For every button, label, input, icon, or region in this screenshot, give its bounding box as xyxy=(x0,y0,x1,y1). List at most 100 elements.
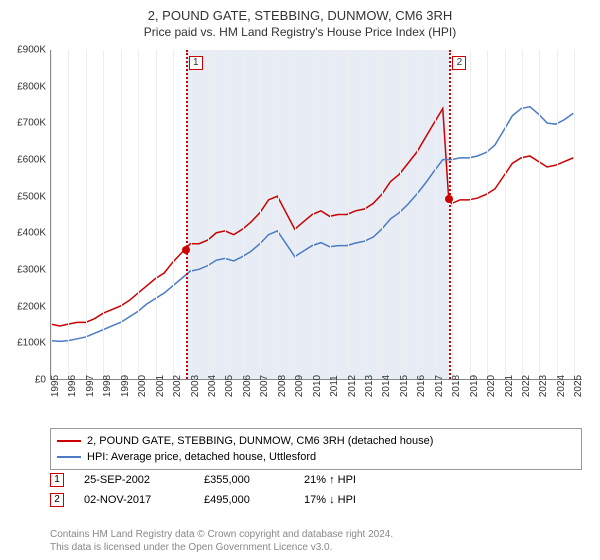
x-tick-label: 2016 xyxy=(416,375,427,397)
x-tick-label: 2023 xyxy=(538,375,549,397)
chart-container: 2, POUND GATE, STEBBING, DUNMOW, CM6 3RH… xyxy=(0,0,600,560)
grid-line xyxy=(330,50,331,379)
grid-line xyxy=(505,50,506,379)
x-tick-label: 2009 xyxy=(294,375,305,397)
x-tick-label: 1999 xyxy=(120,375,131,397)
x-tick-label: 2024 xyxy=(556,375,567,397)
x-tick-label: 2003 xyxy=(190,375,201,397)
y-tick-label: £300K xyxy=(17,265,46,276)
grid-line xyxy=(382,50,383,379)
event-row: 2 02-NOV-2017 £495,000 17% ↓ HPI xyxy=(50,490,582,510)
x-tick-label: 1996 xyxy=(67,375,78,397)
grid-line xyxy=(86,50,87,379)
x-tick-label: 2010 xyxy=(312,375,323,397)
x-tick-label: 2019 xyxy=(469,375,480,397)
y-tick-label: £100K xyxy=(17,338,46,349)
x-tick-label: 2007 xyxy=(259,375,270,397)
grid-line xyxy=(539,50,540,379)
event-marker-label: 2 xyxy=(452,56,466,70)
grid-line xyxy=(400,50,401,379)
x-tick-label: 2011 xyxy=(329,375,340,397)
grid-line xyxy=(51,50,52,379)
grid-line xyxy=(191,50,192,379)
x-tick-label: 2006 xyxy=(242,375,253,397)
x-axis: 1995199619971998199920002001200220032004… xyxy=(50,382,582,422)
grid-line xyxy=(574,50,575,379)
grid-line xyxy=(295,50,296,379)
grid-line xyxy=(348,50,349,379)
legend-item-hpi: HPI: Average price, detached house, Uttl… xyxy=(57,449,575,465)
events-table: 1 25-SEP-2002 £355,000 21% ↑ HPI 2 02-NOV-201… xyxy=(50,470,582,510)
grid-line xyxy=(173,50,174,379)
chart-title: 2, POUND GATE, STEBBING, DUNMOW, CM6 3RH xyxy=(0,0,600,23)
y-tick-label: £200K xyxy=(17,301,46,312)
x-tick-label: 1995 xyxy=(50,375,61,397)
y-tick-label: £0 xyxy=(35,375,46,386)
event-marker-dot xyxy=(445,195,453,203)
event-price: £495,000 xyxy=(204,494,284,506)
x-tick-label: 2014 xyxy=(381,375,392,397)
grid-line xyxy=(103,50,104,379)
x-tick-label: 2012 xyxy=(347,375,358,397)
x-tick-label: 2013 xyxy=(364,375,375,397)
event-delta: 21% ↑ HPI xyxy=(304,474,404,486)
event-marker-line xyxy=(449,50,451,379)
event-price: £355,000 xyxy=(204,474,284,486)
chart-svg xyxy=(51,50,582,379)
x-tick-label: 1997 xyxy=(85,375,96,397)
grid-line xyxy=(557,50,558,379)
grid-line xyxy=(470,50,471,379)
grid-line xyxy=(156,50,157,379)
x-tick-label: 2018 xyxy=(451,375,462,397)
event-marker-line xyxy=(186,50,188,379)
legend-label-property: 2, POUND GATE, STEBBING, DUNMOW, CM6 3RH… xyxy=(87,435,433,447)
x-tick-label: 2022 xyxy=(521,375,532,397)
grid-line xyxy=(313,50,314,379)
grid-line xyxy=(365,50,366,379)
grid-line xyxy=(68,50,69,379)
x-tick-label: 2017 xyxy=(434,375,445,397)
grid-line xyxy=(452,50,453,379)
chart-subtitle: Price paid vs. HM Land Registry's House … xyxy=(0,23,600,43)
y-tick-label: £900K xyxy=(17,45,46,56)
grid-line xyxy=(208,50,209,379)
legend-swatch-property xyxy=(57,440,81,442)
x-tick-label: 2020 xyxy=(486,375,497,397)
grid-line xyxy=(522,50,523,379)
x-tick-label: 2000 xyxy=(137,375,148,397)
event-date: 02-NOV-2017 xyxy=(84,494,184,506)
grid-line xyxy=(435,50,436,379)
legend: 2, POUND GATE, STEBBING, DUNMOW, CM6 3RH… xyxy=(50,428,582,470)
y-tick-label: £600K xyxy=(17,155,46,166)
grid-line xyxy=(260,50,261,379)
footer-line-1: Contains HM Land Registry data © Crown c… xyxy=(50,528,393,541)
y-tick-label: £800K xyxy=(17,81,46,92)
x-tick-label: 2015 xyxy=(399,375,410,397)
x-tick-label: 2002 xyxy=(172,375,183,397)
grid-line xyxy=(225,50,226,379)
event-marker-label: 1 xyxy=(189,56,203,70)
event-box: 1 xyxy=(50,473,64,487)
legend-item-property: 2, POUND GATE, STEBBING, DUNMOW, CM6 3RH… xyxy=(57,433,575,449)
grid-line xyxy=(138,50,139,379)
grid-line xyxy=(487,50,488,379)
x-tick-label: 1998 xyxy=(102,375,113,397)
event-box: 2 xyxy=(50,493,64,507)
legend-label-hpi: HPI: Average price, detached house, Uttl… xyxy=(87,451,316,463)
y-tick-label: £700K xyxy=(17,118,46,129)
event-row: 1 25-SEP-2002 £355,000 21% ↑ HPI xyxy=(50,470,582,490)
x-tick-label: 2004 xyxy=(207,375,218,397)
y-tick-label: £400K xyxy=(17,228,46,239)
legend-swatch-hpi xyxy=(57,456,81,458)
x-tick-label: 2025 xyxy=(573,375,584,397)
y-tick-label: £500K xyxy=(17,191,46,202)
x-tick-label: 2001 xyxy=(155,375,166,397)
grid-line xyxy=(243,50,244,379)
y-axis: £0£100K£200K£300K£400K£500K£600K£700K£80… xyxy=(0,50,48,380)
x-tick-label: 2008 xyxy=(277,375,288,397)
event-delta: 17% ↓ HPI xyxy=(304,494,404,506)
x-tick-label: 2021 xyxy=(504,375,515,397)
event-marker-dot xyxy=(182,246,190,254)
grid-line xyxy=(417,50,418,379)
event-date: 25-SEP-2002 xyxy=(84,474,184,486)
